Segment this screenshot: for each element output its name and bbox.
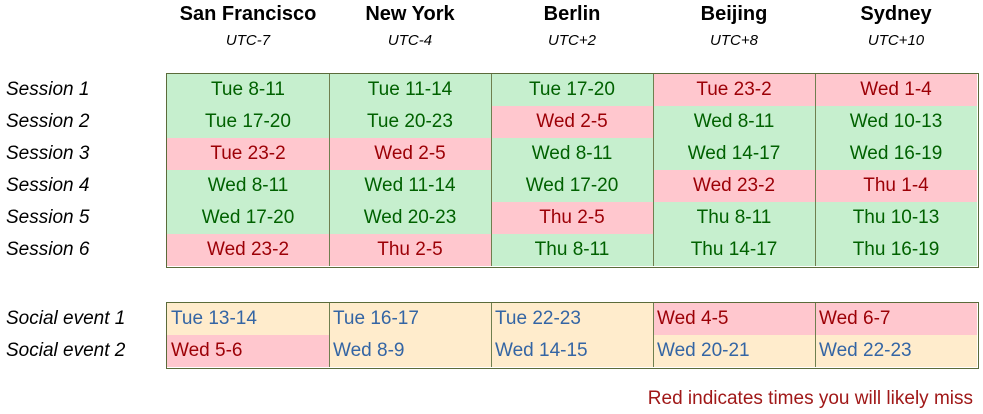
city-header: Berlin UTC+2: [491, 0, 653, 60]
social-time-cell: Wed 8-9: [329, 335, 491, 367]
session-time-cell: Thu 2-5: [329, 234, 491, 266]
session-time-cell: Wed 1-4: [815, 74, 977, 106]
session-time-cell: Wed 23-2: [653, 170, 815, 202]
session-time-cell: Tue 23-2: [167, 138, 329, 170]
column-divider: [491, 74, 492, 266]
column-divider: [653, 303, 654, 367]
social-time-cell: Wed 20-21: [653, 335, 815, 367]
social-time-cell: Wed 5-6: [167, 335, 329, 367]
session-time-cell: Wed 2-5: [491, 106, 653, 138]
city-header: New York UTC-4: [329, 0, 491, 60]
session-time-cell: Wed 8-11: [167, 170, 329, 202]
social-time-cell: Wed 22-23: [815, 335, 977, 367]
social-time-cell: Tue 16-17: [329, 303, 491, 335]
social-events-table: Tue 13-14 Wed 5-6 Tue 16-17 Wed 8-9 Tue …: [166, 302, 979, 369]
session-row-label: Session 1: [6, 79, 90, 100]
session-time-cell: Tue 17-20: [167, 106, 329, 138]
session-time-cell: Thu 1-4: [815, 170, 977, 202]
social-row-label: Social event 2: [6, 340, 126, 361]
session-time-cell: Wed 14-17: [653, 138, 815, 170]
session-time-cell: Tue 23-2: [653, 74, 815, 106]
session-time-cell: Wed 23-2: [167, 234, 329, 266]
session-time-cell: Tue 8-11: [167, 74, 329, 106]
city-name: New York: [365, 3, 455, 25]
city-header: Beijing UTC+8: [653, 0, 815, 60]
session-row-label: Session 2: [6, 111, 90, 132]
social-time-cell: Wed 14-15: [491, 335, 653, 367]
session-time-cell: Tue 11-14: [329, 74, 491, 106]
session-time-cell: Tue 17-20: [491, 74, 653, 106]
session-time-cell: Wed 11-14: [329, 170, 491, 202]
session-row-label: Session 4: [6, 175, 90, 196]
column-divider: [653, 74, 654, 266]
session-time-cell: Wed 2-5: [329, 138, 491, 170]
city-header: San Francisco UTC-7: [167, 0, 329, 60]
city-utc-offset: UTC-4: [387, 32, 433, 49]
city-utc-offset: UTC+8: [710, 32, 758, 49]
session-time-cell: Wed 16-19: [815, 138, 977, 170]
social-time-cell: Tue 22-23: [491, 303, 653, 335]
social-time-cell: Wed 6-7: [815, 303, 977, 335]
city-utc-offset: UTC-7: [225, 32, 271, 49]
session-row-label: Session 6: [6, 239, 90, 260]
session-time-cell: Wed 8-11: [653, 106, 815, 138]
column-divider: [815, 303, 816, 367]
column-divider: [815, 74, 816, 266]
city-name: Berlin: [543, 3, 601, 25]
social-time-cell: Tue 13-14: [167, 303, 329, 335]
session-time-cell: Thu 8-11: [491, 234, 653, 266]
city-name: Sydney: [860, 3, 932, 25]
session-time-cell: Thu 16-19: [815, 234, 977, 266]
session-time-cell: Wed 8-11: [491, 138, 653, 170]
session-time-cell: Wed 17-20: [491, 170, 653, 202]
session-time-cell: Thu 14-17: [653, 234, 815, 266]
city-name: Beijing: [700, 3, 768, 25]
session-time-cell: Wed 17-20: [167, 202, 329, 234]
sessions-table: Tue 8-11 Tue 17-20 Tue 23-2 Wed 8-11 Wed…: [166, 73, 979, 268]
session-time-cell: Wed 20-23: [329, 202, 491, 234]
session-time-cell: Thu 8-11: [653, 202, 815, 234]
city-utc-offset: UTC+2: [548, 32, 596, 49]
column-divider: [329, 303, 330, 367]
city-header: Sydney UTC+10: [815, 0, 977, 60]
column-divider: [329, 74, 330, 266]
session-time-cell: Thu 10-13: [815, 202, 977, 234]
session-row-label: Session 5: [6, 207, 90, 228]
session-time-cell: Tue 20-23: [329, 106, 491, 138]
session-time-cell: Wed 10-13: [815, 106, 977, 138]
session-row-label: Session 3: [6, 143, 90, 164]
session-time-cell: Thu 2-5: [491, 202, 653, 234]
social-time-cell: Wed 4-5: [653, 303, 815, 335]
column-divider: [491, 303, 492, 367]
city-name: San Francisco: [179, 3, 317, 25]
legend-note: Red indicates times you will likely miss: [647, 388, 973, 409]
social-row-label: Social event 1: [6, 308, 126, 329]
city-utc-offset: UTC+10: [867, 32, 925, 49]
